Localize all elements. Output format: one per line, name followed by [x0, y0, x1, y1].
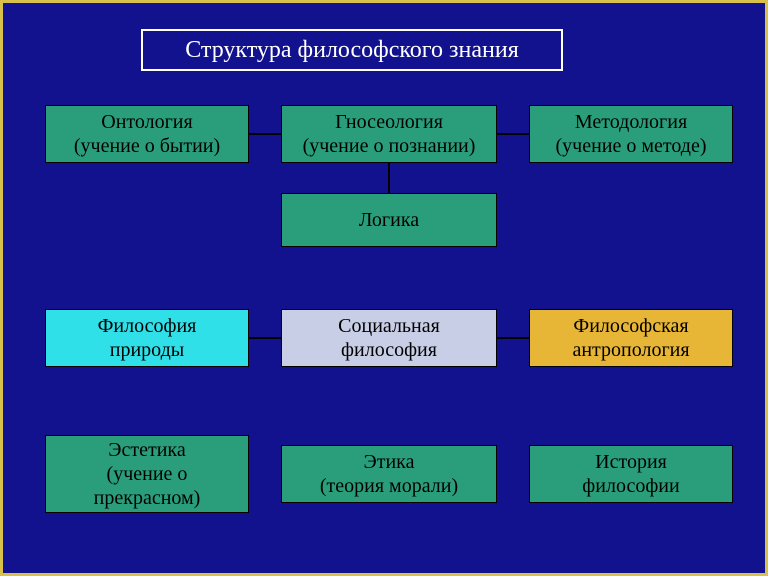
node-label: Гносеология (учение о познании) — [303, 110, 476, 158]
node-social: Социальная философия — [281, 309, 497, 367]
title-box: Структура философского знания — [141, 29, 563, 71]
stage: Структура философского знания Онтология … — [3, 3, 765, 573]
node-gnoseology: Гносеология (учение о познании) — [281, 105, 497, 163]
connector — [497, 337, 529, 339]
node-label: Философия природы — [98, 314, 197, 362]
node-ontology: Онтология (учение о бытии) — [45, 105, 249, 163]
connector — [497, 133, 529, 135]
node-label: Философская антропология — [572, 314, 689, 362]
node-ethics: Этика (теория морали) — [281, 445, 497, 503]
title-text: Структура философского знания — [185, 36, 519, 65]
connector — [249, 133, 281, 135]
node-label: Эстетика (учение о прекрасном) — [94, 438, 201, 510]
node-logic: Логика — [281, 193, 497, 247]
node-label: Онтология (учение о бытии) — [74, 110, 220, 158]
node-history: История философии — [529, 445, 733, 503]
connector — [388, 163, 390, 193]
node-anthro: Философская антропология — [529, 309, 733, 367]
node-nature: Философия природы — [45, 309, 249, 367]
connector — [249, 337, 281, 339]
node-label: Социальная философия — [338, 314, 440, 362]
node-label: История философии — [582, 450, 679, 498]
node-label: Этика (теория морали) — [320, 450, 458, 498]
node-aesthetics: Эстетика (учение о прекрасном) — [45, 435, 249, 513]
node-methodology: Методология (учение о методе) — [529, 105, 733, 163]
node-label: Методология (учение о методе) — [555, 110, 706, 158]
node-label: Логика — [359, 208, 419, 232]
